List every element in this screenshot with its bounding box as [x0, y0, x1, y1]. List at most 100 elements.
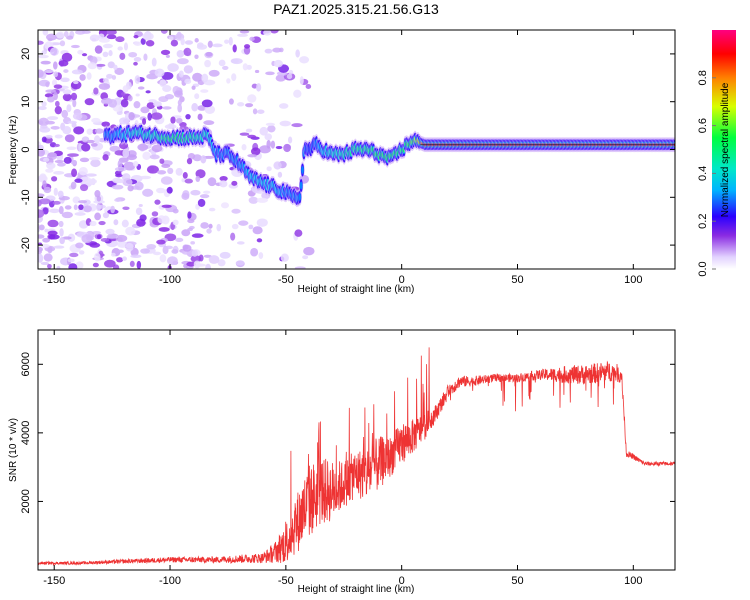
spectrogram-noise-cell [53, 245, 65, 249]
spectrogram-noise-cell [265, 122, 276, 127]
spectrogram-noise-cell [102, 154, 109, 161]
spectrogram-noise-cell [148, 99, 157, 103]
spectrogram-noise-cell [132, 161, 139, 167]
spectrogram-noise-cell [44, 69, 54, 74]
spectrogram-noise-cell [80, 184, 89, 192]
spectrogram-noise-cell [176, 31, 182, 39]
spectrogram-noise-cell [63, 69, 69, 73]
spectrogram-noise-cell [59, 228, 64, 237]
spectrogram-noise-cell [56, 265, 61, 269]
colorbar-label: Normalized spectral amplitude [720, 82, 731, 217]
spectrogram-noise-cell [123, 42, 128, 51]
spectrogram-noise-cell [162, 84, 172, 93]
spectrogram-noise-cell [38, 69, 44, 78]
spectrogram-noise-cell [248, 196, 259, 204]
spectrogram-noise-cell [208, 255, 220, 264]
spectrogram-noise-cell [79, 74, 86, 81]
spectrogram-noise-cell [178, 70, 184, 78]
colorbar-tick-label: 0.0 [697, 261, 709, 276]
spectrogram-noise-cell [194, 38, 199, 43]
snr-x-tick-label: 50 [511, 575, 523, 587]
spectrogram-noise-cell [114, 150, 126, 156]
spectrogram-noise-cell [137, 86, 145, 90]
spectrogram-noise-cell [273, 59, 284, 68]
spectrogram-noise-cell [87, 178, 97, 185]
spectrogram-noise-cell [119, 117, 129, 125]
spectrogram-noise-cell [62, 93, 72, 102]
spectrogram-y-tick-label: 10 [20, 96, 32, 108]
spectrogram-noise-cell [75, 261, 84, 269]
spectrogram-noise-cell [175, 117, 183, 124]
spectrogram-noise-cell [182, 172, 188, 179]
spectrogram-noise-cell [122, 256, 128, 261]
spectrogram-noise-cell [195, 175, 201, 182]
spectrogram-noise-cell [78, 143, 83, 152]
spectrogram-noise-cell [192, 72, 203, 82]
snr-x-tick-label: -150 [43, 575, 65, 587]
spectrogram-noise-cell [122, 178, 133, 187]
spectrogram-noise-cell [287, 136, 293, 144]
spectrogram-noise-cell [63, 31, 69, 38]
spectrogram-noise-cell [198, 254, 204, 262]
spectrogram-noise-cell [147, 112, 152, 121]
spectrogram-noise-cell [112, 177, 122, 184]
spectrogram-noise-cell [47, 263, 52, 269]
spectrogram-noise-cell [104, 259, 116, 268]
spectrogram-noise-cell [231, 208, 241, 214]
spectrogram-noise-cell [113, 64, 118, 71]
spectrogram-noise-cell [230, 232, 236, 241]
spectrogram-noise-cell [95, 63, 106, 67]
spectrogram-noise-cell [45, 33, 58, 41]
snr-axes: -150 -100 -50 0 50 100 2000 4000 6000 [20, 330, 675, 587]
spectrogram-noise-cell [47, 152, 57, 158]
spectrogram-noise-cell [299, 76, 304, 85]
spectrogram-noise-cell [69, 252, 79, 258]
spectrogram-noise-cell [256, 197, 269, 203]
spectrogram-noise-cell [94, 135, 101, 144]
spectrogram-noise-cell [197, 198, 206, 208]
spectrogram-noise-cell [153, 101, 162, 107]
spectrogram-noise-cell [184, 40, 194, 45]
spectrogram-noise-cell [42, 237, 51, 243]
spectrogram-noise-cell [164, 245, 174, 250]
spectrogram-noise-cell [252, 108, 258, 115]
spectrogram-noise-cell [38, 249, 43, 255]
spectrogram-noise-cell [197, 113, 203, 121]
spectrogram-noise-cell [43, 253, 53, 262]
spectrogram-y-label: Frequency (Hz) [8, 116, 19, 185]
spectrogram-noise-cell [101, 121, 111, 127]
spectrogram-noise-cell [235, 260, 245, 266]
spectrogram-noise-cell [190, 189, 201, 196]
spectrogram-noise-cell [172, 219, 179, 226]
spectrogram-noise-cell [248, 224, 254, 230]
spectrogram-noise-cell [108, 99, 118, 108]
spectrogram-noise-cell [199, 194, 210, 199]
spectrogram-noise-cell [159, 158, 165, 164]
spectrogram-noise-cell [84, 98, 95, 106]
spectrogram-noise-cell [305, 83, 312, 90]
spectrogram-noise-cell [249, 36, 255, 42]
spectrogram-noise-cell [172, 115, 182, 119]
spectrogram-noise-cell [119, 52, 126, 60]
spectrogram-noise-cell [226, 78, 231, 84]
spectrogram-noise-cell [143, 53, 148, 61]
spectrogram-noise-cell [212, 43, 223, 48]
spectrogram-noise-cell [177, 103, 183, 113]
spectrogram-noise-cell [242, 63, 248, 71]
spectrogram-noise-cell [251, 147, 261, 156]
spectrogram-noise-cell [154, 199, 161, 205]
spectrogram-noise-cell [86, 72, 92, 80]
spectrogram-noise-cell [59, 40, 66, 47]
spectrogram-noise-cell [302, 255, 309, 260]
spectrogram-noise-cell [228, 36, 233, 46]
spectrogram-noise-cell [55, 31, 65, 39]
spectrogram-noise-cell [93, 200, 105, 204]
spectrogram-noise-cell [54, 134, 63, 139]
spectrogram-noise-cell [41, 101, 47, 107]
spectrogram-noise-cell [183, 65, 194, 74]
spectrogram-noise-cell [135, 93, 140, 97]
spectrogram-noise-cell [107, 61, 115, 69]
spectrogram-noise-cell [48, 234, 60, 240]
spectrogram-noise-cell [161, 163, 171, 169]
